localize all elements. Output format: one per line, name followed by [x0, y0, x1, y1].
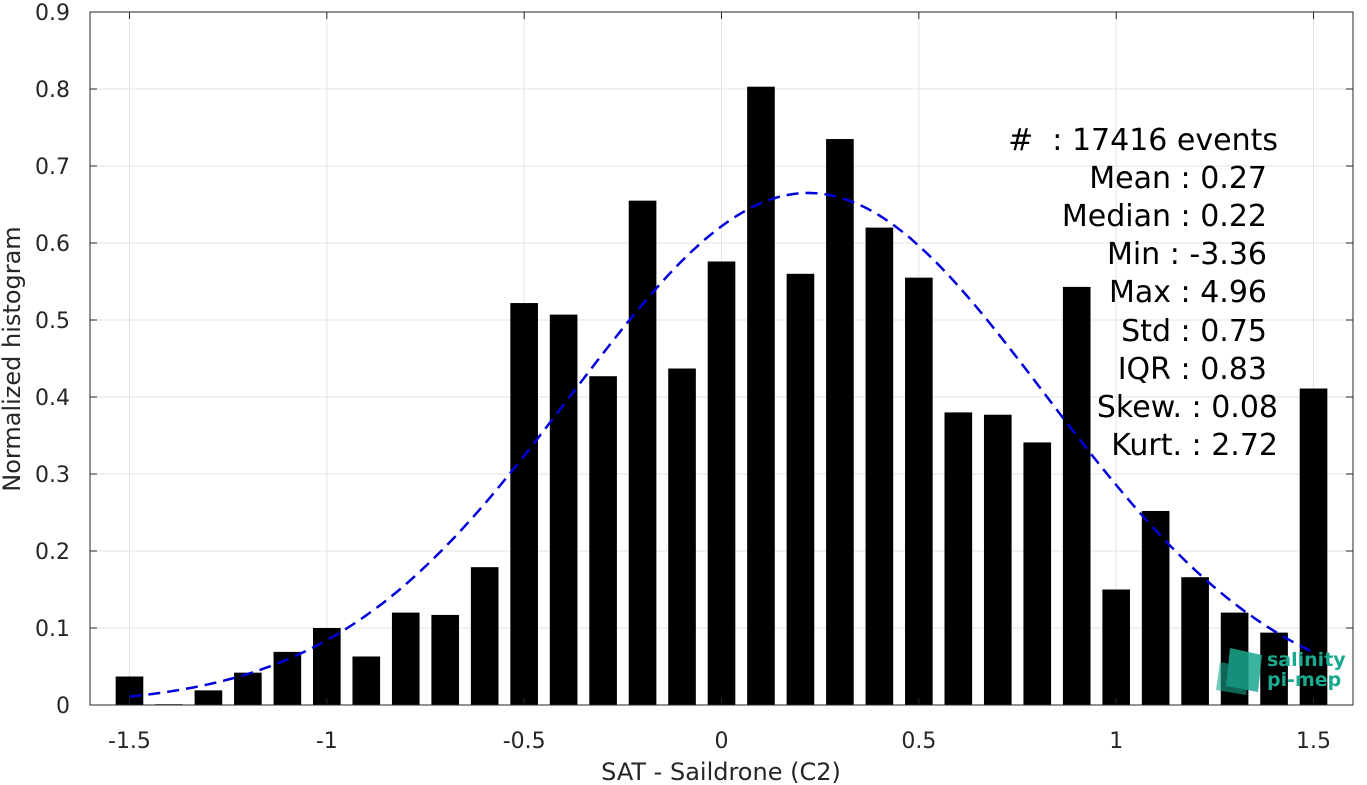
- stat-count: # : 17416 events: [1008, 123, 1278, 158]
- histogram-bar: [786, 273, 815, 705]
- y-tick-label: 0.1: [35, 617, 70, 642]
- histogram-bar: [194, 690, 223, 705]
- histogram-bars: [115, 86, 1328, 706]
- x-tick-label: -0.5: [503, 729, 546, 754]
- x-axis-ticks: -1.5 -1 -0.5 0 0.5 1 1.5: [108, 12, 1331, 754]
- histogram-bar: [1299, 388, 1328, 705]
- histogram-bar: [1141, 510, 1170, 705]
- logo-text-salinity: salinity: [1267, 649, 1346, 671]
- x-tick-label: -1: [316, 729, 338, 754]
- histogram-bar: [549, 314, 578, 705]
- stat-skew: Skew. : 0.08: [1097, 390, 1278, 425]
- y-tick-label: 0.3: [35, 463, 70, 488]
- x-tick-label: 1.5: [1296, 729, 1331, 754]
- histogram-bar: [1181, 577, 1209, 705]
- y-tick-label: 0.6: [35, 232, 70, 257]
- histogram-bar: [234, 672, 262, 705]
- histogram-bar: [1062, 286, 1091, 705]
- statistics-box: # : 17416 events Mean : 0.27 Median : 0.…: [1008, 123, 1278, 463]
- stat-std: Std : 0.75: [1121, 314, 1267, 349]
- histogram-bar: [668, 368, 696, 705]
- salinity-pimep-logo: salinity pi-mep: [1216, 648, 1346, 695]
- x-tick-label: 0: [715, 729, 729, 754]
- histogram-bar: [707, 261, 736, 705]
- histogram-bar: [983, 414, 1012, 705]
- y-axis-ticks: 0 0.1 0.2 0.3 0.4 0.5 0.6 0.7 0.8 0.9: [35, 1, 1353, 719]
- y-tick-label: 0.9: [35, 1, 70, 26]
- histogram-bar: [1102, 589, 1131, 705]
- y-tick-label: 0.7: [35, 155, 70, 180]
- normal-fit-curve: [129, 191, 1315, 698]
- histogram-bar: [905, 277, 933, 705]
- histogram-bar: [312, 628, 341, 705]
- x-axis-label: SAT - Saildrone (C2): [601, 758, 841, 785]
- y-tick-label: 0: [56, 694, 70, 719]
- y-tick-label: 0.2: [35, 540, 70, 565]
- logo-text-pimep: pi-mep: [1267, 669, 1341, 691]
- y-tick-label: 0.4: [35, 386, 70, 411]
- histogram-bar: [589, 376, 617, 705]
- histogram-bar: [510, 303, 538, 705]
- stat-min: Min : -3.36: [1107, 237, 1267, 272]
- histogram-bar: [470, 567, 499, 705]
- histogram-bar: [391, 612, 420, 705]
- x-tick-label: 1: [1109, 729, 1123, 754]
- histogram-bar: [1023, 442, 1052, 705]
- histogram-bar: [944, 412, 973, 705]
- histogram-bar: [747, 86, 775, 705]
- y-axis-label: Normalized histogram: [0, 226, 26, 491]
- stat-kurt: Kurt. : 2.72: [1111, 428, 1278, 463]
- stat-median: Median : 0.22: [1062, 199, 1267, 234]
- histogram-bar: [826, 139, 854, 706]
- histogram-bar: [628, 200, 657, 705]
- histogram-bar: [352, 656, 381, 705]
- histogram-bar: [431, 614, 460, 705]
- y-tick-label: 0.5: [35, 309, 70, 334]
- histogram-bar: [865, 227, 894, 705]
- histogram-bar: [1260, 632, 1288, 705]
- x-tick-label: -1.5: [108, 729, 151, 754]
- stat-mean: Mean : 0.27: [1089, 161, 1267, 196]
- y-tick-label: 0.8: [35, 78, 70, 103]
- stat-iqr: IQR : 0.83: [1118, 352, 1267, 387]
- stat-max: Max : 4.96: [1109, 275, 1267, 310]
- logo-icon: [1216, 648, 1262, 695]
- x-tick-label: 0.5: [901, 729, 936, 754]
